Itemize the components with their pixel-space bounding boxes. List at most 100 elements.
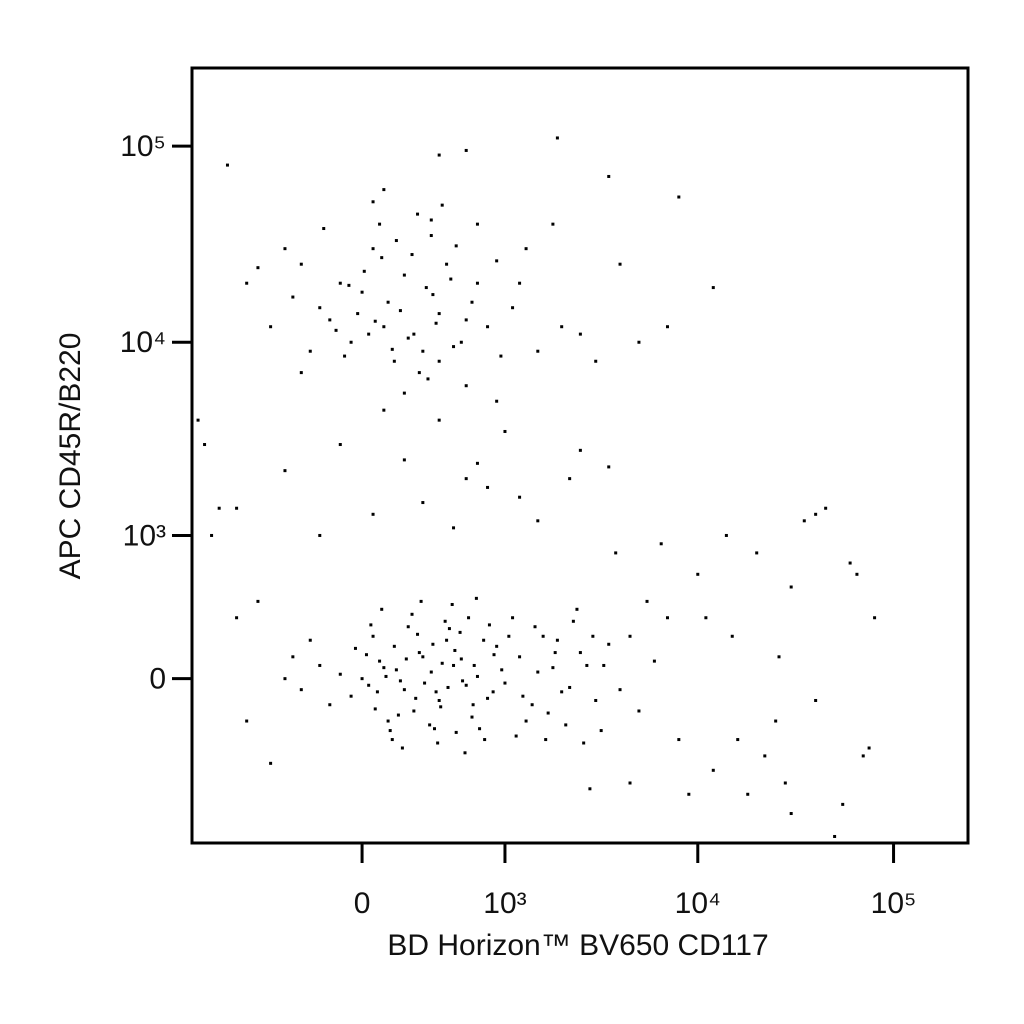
- point: [471, 703, 475, 707]
- point: [367, 332, 371, 336]
- point: [396, 713, 400, 717]
- point: [594, 698, 598, 702]
- point: [511, 616, 515, 620]
- point: [419, 599, 423, 603]
- point: [560, 690, 564, 694]
- point: [461, 679, 465, 683]
- x-tick-label: 10⁴: [675, 887, 721, 920]
- point: [475, 674, 479, 678]
- point: [402, 458, 406, 462]
- point: [371, 512, 375, 516]
- point: [394, 239, 398, 243]
- point: [443, 619, 447, 623]
- point: [478, 727, 482, 731]
- point: [364, 653, 368, 657]
- point: [607, 642, 611, 646]
- point: [514, 734, 518, 738]
- y-tick-label: 10⁴: [120, 326, 166, 359]
- point: [470, 300, 474, 304]
- point: [432, 727, 436, 731]
- point: [380, 256, 384, 260]
- point: [475, 281, 479, 285]
- point: [524, 719, 528, 723]
- point: [449, 277, 453, 281]
- point: [426, 377, 430, 381]
- point: [291, 655, 295, 659]
- point: [578, 448, 582, 452]
- point: [382, 325, 386, 329]
- point: [777, 655, 781, 659]
- point: [375, 690, 379, 694]
- point: [555, 638, 559, 642]
- y-tick-label: 0: [149, 663, 166, 696]
- point: [575, 607, 579, 611]
- point: [328, 703, 332, 707]
- point: [256, 599, 260, 603]
- point: [440, 661, 444, 665]
- point: [464, 477, 468, 481]
- point: [421, 501, 425, 505]
- point: [369, 623, 373, 627]
- point: [486, 696, 490, 700]
- x-tick-label: 10⁵: [871, 887, 917, 920]
- point: [536, 519, 540, 523]
- point: [210, 533, 214, 537]
- point: [299, 371, 303, 375]
- point: [711, 768, 715, 772]
- point: [704, 616, 708, 620]
- x-tick-label: 0: [354, 887, 371, 920]
- point: [386, 300, 390, 304]
- point: [450, 602, 454, 606]
- point: [459, 340, 463, 344]
- point: [472, 663, 476, 667]
- point: [500, 668, 504, 672]
- point: [677, 195, 681, 199]
- point: [380, 607, 384, 611]
- point: [551, 666, 555, 670]
- point: [412, 332, 416, 336]
- point: [564, 723, 568, 727]
- point: [464, 384, 468, 388]
- point: [677, 738, 681, 742]
- point: [555, 136, 559, 140]
- point: [475, 222, 479, 226]
- point: [429, 234, 433, 238]
- point: [763, 754, 767, 758]
- point: [412, 709, 416, 713]
- point: [373, 707, 377, 711]
- point: [614, 551, 618, 555]
- point: [421, 655, 425, 659]
- point: [599, 729, 603, 733]
- point: [536, 349, 540, 353]
- point: [588, 787, 592, 791]
- point: [464, 148, 468, 152]
- point: [533, 625, 537, 629]
- point: [283, 247, 287, 251]
- point: [486, 485, 490, 489]
- point: [445, 638, 449, 642]
- point: [196, 418, 200, 422]
- point: [503, 429, 507, 433]
- point: [402, 273, 406, 277]
- point: [464, 318, 468, 322]
- point: [390, 347, 394, 351]
- point: [318, 306, 322, 310]
- point: [861, 754, 865, 758]
- point: [495, 399, 499, 403]
- point: [482, 638, 486, 642]
- point: [353, 646, 357, 650]
- point: [585, 663, 589, 667]
- point: [382, 666, 386, 670]
- point: [402, 391, 406, 395]
- point: [445, 262, 449, 266]
- point: [203, 443, 207, 447]
- point: [245, 719, 249, 723]
- point: [696, 572, 700, 576]
- point: [553, 651, 557, 655]
- point: [867, 746, 871, 750]
- point: [447, 627, 451, 631]
- point: [338, 281, 342, 285]
- point: [392, 644, 396, 648]
